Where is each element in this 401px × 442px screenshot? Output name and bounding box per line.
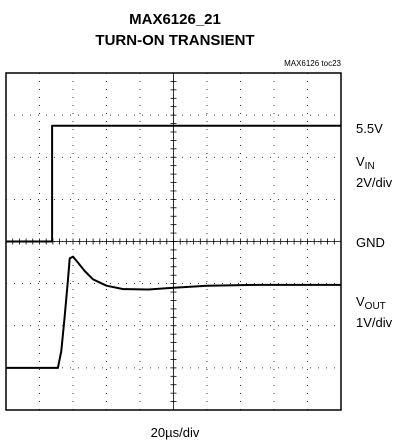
chart-title: MAX6126_21 (129, 11, 221, 28)
x-axis-label: 20µs/div (151, 425, 200, 440)
trace (6, 255, 341, 369)
vin-scale: 2V/div (356, 175, 393, 190)
vout-subscript: OUT (365, 301, 386, 312)
figure-id: MAX6126 toc23 (284, 59, 341, 68)
vin-subscript: IN (365, 161, 375, 172)
vout-symbol: V (356, 294, 365, 309)
ground-label: GND (356, 235, 385, 250)
vin-label: VIN (356, 154, 375, 172)
vout-label: VOUT (356, 294, 386, 312)
vout-scale: 1V/div (356, 315, 393, 330)
trace (6, 124, 341, 243)
level-label: 5.5V (356, 121, 383, 136)
chart-subtitle: TURN-ON TRANSIENT (95, 32, 254, 49)
vin-symbol: V (356, 154, 365, 169)
